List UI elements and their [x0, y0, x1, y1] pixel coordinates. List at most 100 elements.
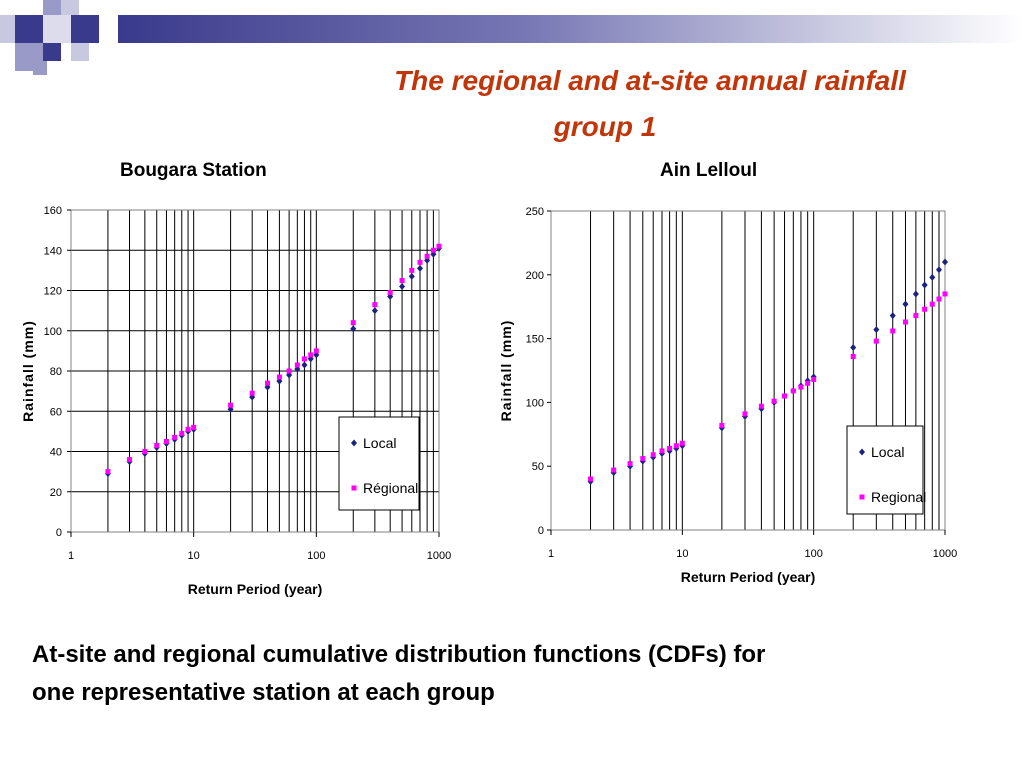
data-point-regional	[179, 430, 185, 436]
y-axis-label: Rainfall (mm)	[498, 320, 514, 422]
data-point-regional	[679, 440, 685, 446]
data-point-regional	[588, 476, 594, 482]
y-tick-label: 40	[50, 447, 62, 459]
data-point-local	[921, 281, 928, 289]
data-point-local	[408, 272, 415, 280]
data-point-regional	[409, 267, 415, 273]
data-point-regional	[902, 319, 908, 325]
data-point-regional	[172, 434, 178, 440]
corner-square-navy	[71, 15, 99, 43]
data-point-regional	[350, 320, 356, 326]
legend-label: Régional	[363, 480, 418, 496]
y-tick-label: 50	[532, 461, 544, 473]
data-point-regional	[436, 243, 442, 249]
data-point-regional	[228, 402, 234, 408]
y-tick-label: 80	[50, 366, 62, 378]
corner-square-light	[0, 15, 15, 43]
legend-marker-regional	[351, 485, 357, 491]
data-point-regional	[294, 362, 300, 368]
data-point-regional	[942, 291, 948, 297]
data-point-regional	[313, 348, 319, 354]
legend-marker-regional	[859, 494, 865, 500]
y-tick-label: 160	[44, 205, 62, 217]
data-point-local	[416, 264, 423, 272]
data-point-regional	[387, 290, 393, 296]
y-tick-label: 0	[56, 527, 62, 539]
legend-label: Local	[871, 444, 904, 460]
data-point-regional	[191, 424, 197, 430]
x-tick-label: 1000	[933, 548, 957, 560]
data-point-local	[942, 258, 948, 266]
data-point-regional	[372, 302, 378, 308]
x-axis-label: Return Period (year)	[681, 569, 816, 585]
corner-square-light	[61, 0, 79, 15]
data-point-regional	[913, 313, 919, 319]
data-point-local	[889, 312, 896, 320]
data-point-regional	[127, 457, 133, 463]
data-point-local	[399, 282, 406, 290]
data-point-regional	[430, 247, 436, 253]
y-tick-label: 0	[538, 525, 544, 537]
x-tick-label: 1	[68, 550, 74, 562]
data-point-regional	[929, 301, 935, 307]
header-gradient-bar	[118, 15, 1024, 43]
data-point-regional	[163, 438, 169, 444]
data-point-regional	[286, 368, 292, 374]
slide-title-line-2: group 1	[553, 111, 657, 142]
corner-square-mid	[43, 15, 71, 43]
data-point-regional	[611, 467, 617, 473]
data-point-regional	[782, 393, 788, 399]
data-point-local	[912, 290, 919, 298]
data-point-regional	[640, 456, 646, 462]
data-point-regional	[742, 411, 748, 417]
chart-title-bougara: Bougara Station	[120, 160, 267, 181]
y-tick-label: 100	[44, 326, 62, 338]
data-point-regional	[650, 452, 656, 458]
data-point-regional	[154, 442, 160, 448]
data-point-regional	[850, 353, 856, 359]
data-point-regional	[719, 422, 725, 428]
y-tick-label: 60	[50, 406, 62, 418]
data-point-regional	[424, 253, 430, 259]
y-axis-label: Rainfall (mm)	[20, 320, 36, 422]
legend-marker-local	[351, 439, 357, 447]
data-point-regional	[301, 356, 307, 362]
plot-area-frame	[550, 210, 946, 531]
data-point-regional	[399, 277, 405, 283]
data-point-local	[371, 307, 378, 315]
data-point-regional	[673, 443, 679, 449]
x-tick-label: 10	[676, 548, 688, 560]
data-point-local	[873, 326, 880, 334]
y-tick-label: 150	[526, 334, 544, 346]
data-point-local	[935, 266, 942, 274]
y-tick-label: 20	[50, 487, 62, 499]
data-point-local	[850, 344, 857, 352]
data-point-regional	[667, 445, 673, 451]
x-axis-label: Return Period (year)	[188, 581, 323, 597]
data-point-regional	[249, 390, 255, 396]
slide-caption: At-site and regional cumulative distribu…	[32, 636, 992, 712]
corner-square-navy	[43, 43, 61, 61]
data-point-regional	[265, 380, 271, 386]
data-point-local	[929, 273, 936, 281]
x-tick-label: 100	[804, 548, 822, 560]
y-tick-label: 100	[526, 397, 544, 409]
data-point-regional	[185, 426, 191, 432]
y-tick-label: 200	[526, 270, 544, 282]
data-point-regional	[276, 374, 282, 380]
y-tick-label: 140	[44, 245, 62, 257]
data-point-regional	[417, 259, 423, 265]
data-point-regional	[659, 448, 665, 454]
data-point-regional	[771, 398, 777, 404]
caption-line-2: one representative station at each group	[32, 679, 495, 706]
chart-title-ain-lelloul: Ain Lelloul	[660, 160, 758, 181]
data-point-regional	[798, 384, 804, 390]
data-point-regional	[790, 388, 796, 394]
data-point-local	[350, 325, 357, 333]
x-tick-label: 1	[548, 548, 554, 560]
data-point-regional	[758, 403, 764, 409]
data-point-regional	[142, 449, 148, 454]
data-point-regional	[811, 376, 817, 382]
corner-square-light	[71, 43, 89, 61]
